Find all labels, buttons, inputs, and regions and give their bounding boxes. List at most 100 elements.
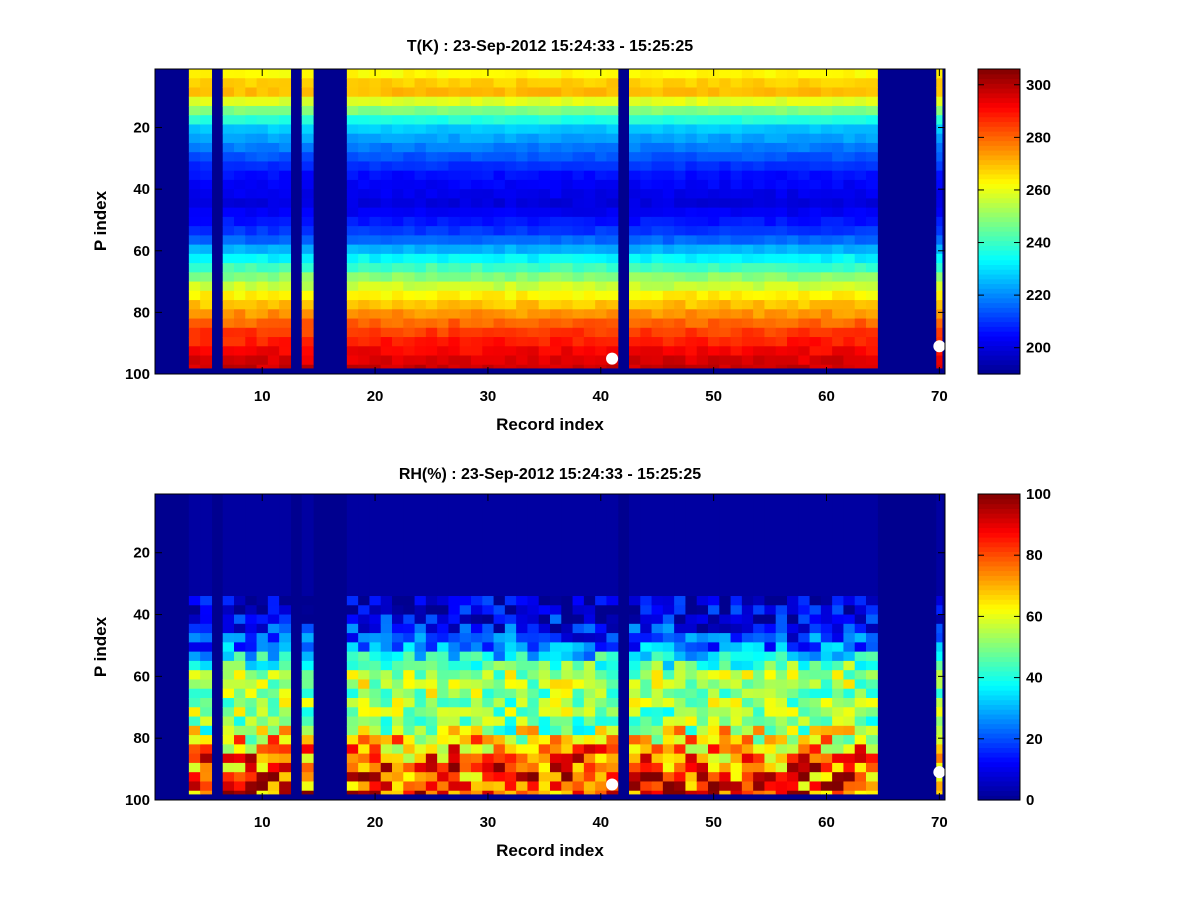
heatmap-cell (200, 494, 213, 504)
heatmap-cell (606, 133, 619, 144)
heatmap-cell (662, 189, 675, 199)
heatmap-cell (245, 494, 258, 504)
heatmap-cell (301, 69, 314, 79)
colorbar-swatch (978, 713, 1020, 720)
heatmap-cell (471, 346, 483, 357)
heatmap-cell (504, 364, 517, 369)
heatmap-cell (583, 170, 596, 181)
heatmap-cell (696, 642, 709, 653)
heatmap-cell (550, 152, 562, 163)
heatmap-cell (403, 614, 416, 625)
heatmap-cell (662, 87, 675, 98)
heatmap-cell (708, 642, 720, 653)
heatmap-cell (437, 772, 450, 783)
heatmap-cell (708, 651, 720, 662)
heatmap-cell (392, 170, 404, 181)
heatmap-cell (595, 198, 608, 209)
heatmap-cell (674, 633, 687, 643)
heatmap-cell (222, 318, 235, 329)
heatmap-cell (730, 272, 743, 283)
heatmap-cell (482, 753, 495, 764)
heatmap-cell (504, 226, 517, 236)
heatmap-cell (267, 688, 280, 699)
heatmap-cell (741, 124, 754, 135)
heatmap-cell (787, 272, 799, 283)
heatmap-cell (798, 364, 811, 369)
heatmap-cell (279, 253, 292, 264)
heatmap-cell (561, 290, 574, 301)
heatmap-cell (674, 707, 687, 718)
heatmap-column (369, 69, 382, 369)
heatmap-cell (504, 781, 517, 792)
colorbar-swatch (978, 250, 1020, 256)
heatmap-column (583, 494, 596, 795)
heatmap-cell (346, 263, 359, 273)
heatmap-cell (674, 327, 687, 338)
heatmap-cell (527, 78, 540, 89)
heatmap-cell (188, 161, 201, 172)
colorbar-swatch (978, 508, 1020, 514)
heatmap-cell (787, 679, 799, 690)
heatmap-cell (403, 549, 416, 560)
heatmap-cell (854, 577, 867, 588)
heatmap-cell (301, 744, 314, 755)
heatmap-cell (346, 318, 359, 329)
heatmap-cell (516, 707, 529, 718)
heatmap-cell (674, 512, 687, 523)
heatmap-cell (437, 549, 450, 560)
heatmap-cell (279, 364, 292, 369)
heatmap-cell (256, 762, 269, 773)
heatmap-cell (538, 355, 551, 366)
heatmap-cell (936, 124, 943, 135)
heatmap-cell (301, 531, 314, 541)
heatmap-cell (674, 568, 687, 579)
heatmap-cell (301, 558, 314, 569)
heatmap-cell (437, 355, 450, 366)
heatmap-cell (730, 253, 743, 264)
heatmap-cell (809, 189, 822, 199)
heatmap-cell (222, 216, 235, 227)
heatmap-cell (820, 772, 833, 783)
heatmap-cell (854, 364, 867, 369)
heatmap-cell (493, 281, 506, 292)
heatmap-cell (719, 189, 732, 199)
heatmap-cell (222, 170, 235, 181)
heatmap-cell (629, 605, 641, 616)
heatmap-cell (572, 161, 585, 172)
heatmap-cell (188, 577, 201, 588)
heatmap-cell (369, 78, 382, 89)
heatmap-cell (741, 707, 754, 718)
heatmap-cell (730, 69, 743, 79)
heatmap-cell (572, 300, 585, 310)
heatmap-cell (572, 216, 585, 227)
heatmap-column (595, 69, 608, 369)
heatmap-cell (380, 716, 393, 727)
heatmap-cell (414, 300, 427, 310)
heatmap-cell (741, 698, 754, 708)
heatmap-cell (392, 549, 404, 560)
heatmap-cell (504, 735, 517, 745)
heatmap-cell (572, 364, 585, 369)
heatmap-cell (256, 698, 269, 708)
heatmap-cell (866, 753, 878, 764)
heatmap-cell (550, 272, 562, 283)
heatmap-cell (640, 642, 653, 653)
heatmap-cell (516, 327, 529, 338)
heatmap-cell (234, 179, 246, 190)
heatmap-cell (832, 781, 845, 792)
heatmap-cell (392, 744, 404, 755)
heatmap-cell (550, 142, 562, 153)
heatmap-cell (629, 494, 641, 504)
heatmap-cell (267, 235, 280, 246)
heatmap-cell (708, 531, 720, 541)
heatmap-cell (753, 586, 766, 597)
colorbar-swatch (978, 307, 1020, 313)
heatmap-cell (369, 346, 382, 357)
heatmap-cell (516, 364, 529, 369)
heatmap-cell (832, 87, 845, 98)
heatmap-cell (798, 69, 811, 79)
heatmap-cell (256, 568, 269, 579)
heatmap-cell (425, 327, 438, 338)
heatmap-cell (572, 189, 585, 199)
heatmap-cell (222, 309, 235, 320)
